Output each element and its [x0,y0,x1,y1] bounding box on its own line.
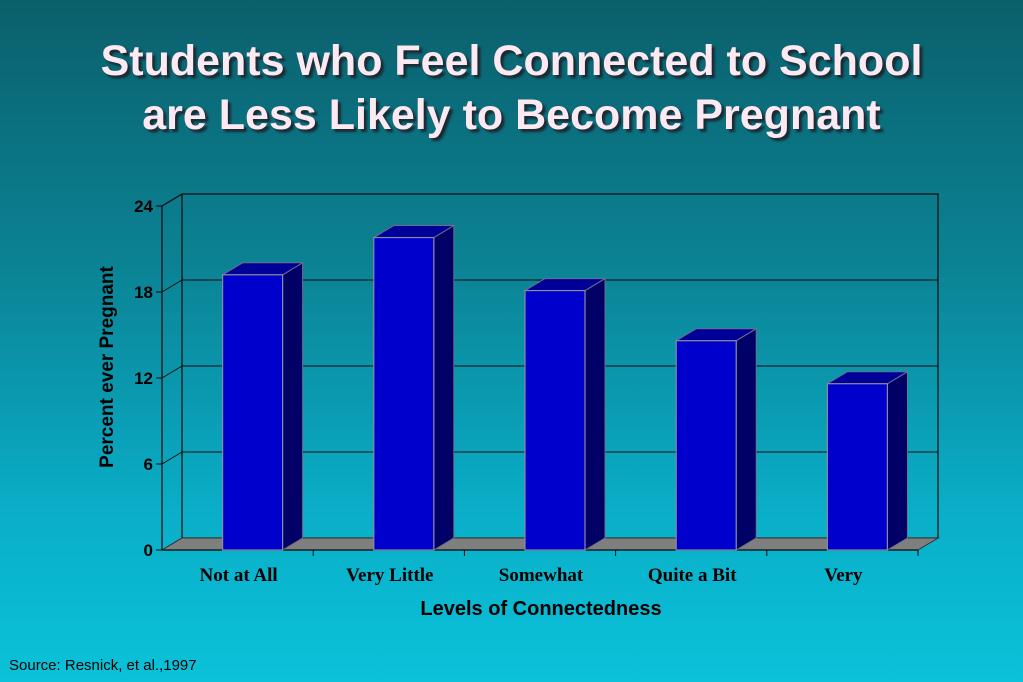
bar [220,261,305,551]
gridline-depth [161,365,183,379]
bar [371,224,456,551]
bar-side [433,224,455,551]
bar-side [886,370,908,551]
bar-side [584,277,606,551]
slide-title-line-1: Students who Feel Connected to School [100,37,923,85]
x-tick-label: Very Little [346,565,433,586]
bar-front [222,274,284,551]
bar-side [282,261,304,551]
y-axis-label: Percent ever Pregnant [97,266,118,468]
bar [523,277,607,551]
x-tick-label: Very [824,565,863,586]
y-axis-top [161,193,183,207]
bar-front [675,340,737,551]
slide-title-line-2: are Less Likely to Become Pregnant [142,91,881,139]
bar [825,370,910,551]
y-tick-label: 12 [134,369,153,388]
x-tick-labels: Not at All Very Little Somewhat Quite a Bit… [200,565,864,586]
x-axis-label: Levels of Connectedness [420,598,662,620]
y-tick-label: 0 [144,541,153,560]
y-tick-label: 6 [144,455,153,474]
bar-side [735,327,757,551]
y-tick-label: 18 [134,283,153,302]
x-tick-label: Quite a Bit [648,565,737,586]
bar-front [524,289,586,551]
gridline-depth [161,279,183,293]
y-tick-label: 24 [134,197,153,216]
bar-front [826,383,889,551]
slide-title: Students who Feel Connected to School ar… [0,34,1023,142]
y-tick-labels: 0 6 12 18 24 [134,197,153,560]
source-citation: Source: Resnick, et al.,1997 [9,657,197,674]
bar-front [373,236,435,551]
x-tick-label: Not at All [200,565,278,586]
bars [220,224,910,551]
x-tick-label: Somewhat [499,565,584,586]
bar [674,327,759,551]
gridline-depth [161,451,183,465]
